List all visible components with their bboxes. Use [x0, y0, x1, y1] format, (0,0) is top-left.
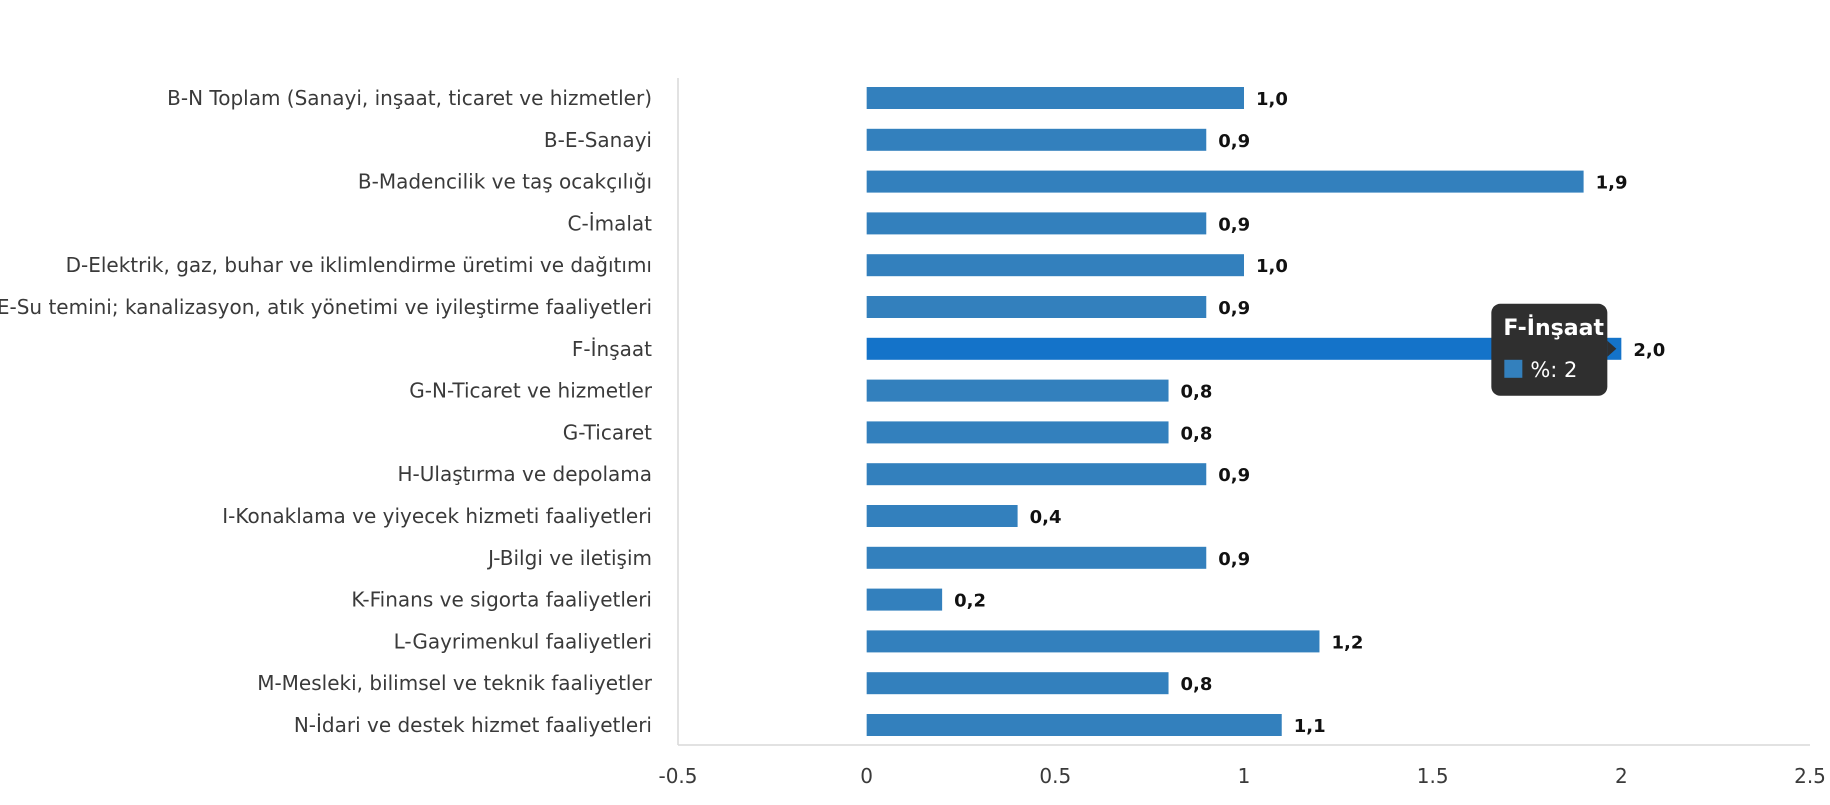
data-label: 0,8 [1181, 382, 1213, 403]
tooltip-pointer [1607, 340, 1617, 357]
data-label: 1,9 [1596, 173, 1628, 194]
category-label: G-N-Ticaret ve hizmetler [409, 379, 652, 403]
labels-layer: B-N Toplam (Sanayi, inşaat, ticaret ve h… [0, 86, 1665, 737]
data-label: 0,8 [1181, 674, 1213, 695]
data-label: 1,1 [1294, 716, 1326, 737]
tooltip-title: F-İnşaat [1503, 315, 1604, 341]
bar[interactable] [866, 714, 1282, 736]
x-tick-label: 0.5 [1039, 764, 1071, 788]
bar[interactable] [866, 337, 1622, 360]
data-label: 0,4 [1030, 507, 1062, 528]
data-label: 0,2 [954, 591, 986, 612]
category-label: F-İnşaat [572, 337, 652, 361]
category-label: J-Bilgi ve iletişim [486, 546, 652, 570]
data-label: 0,9 [1218, 214, 1250, 235]
axes-layer: -0.5 0 0.5 1 1.5 2 2.5 [658, 78, 1826, 788]
x-tick-label: 1 [1238, 764, 1251, 788]
category-label: M-Mesleki, bilimsel ve teknik faaliyetle… [257, 671, 653, 695]
data-label: 0,9 [1218, 131, 1250, 152]
category-label: K-Finans ve sigorta faaliyetleri [351, 588, 652, 612]
category-label: B-Madencilik ve taş ocakçılığı [358, 170, 652, 194]
bar[interactable] [866, 463, 1207, 486]
x-tick-label: 2.5 [1794, 764, 1826, 788]
category-label: N-İdari ve destek hizmet faaliyetleri [294, 713, 652, 737]
tooltip-swatch [1504, 359, 1523, 378]
category-label: D-Elektrik, gaz, buhar ve iklimlendirme … [66, 253, 652, 277]
bar[interactable] [866, 546, 1207, 569]
data-label: 1,2 [1331, 632, 1363, 653]
category-label: I-Konaklama ve yiyecek hizmeti faaliyetl… [222, 504, 652, 528]
category-label: L-Gayrimenkul faaliyetleri [394, 629, 652, 653]
data-label: 0,8 [1181, 423, 1213, 444]
x-tick-label: 2 [1615, 764, 1628, 788]
category-label: B-E-Sanayi [544, 128, 652, 152]
data-label: 0,9 [1218, 298, 1250, 319]
x-tick-label: 1.5 [1417, 764, 1449, 788]
data-label: 1,0 [1256, 256, 1288, 277]
bar[interactable] [866, 170, 1584, 193]
bar[interactable] [866, 87, 1244, 109]
bar[interactable] [866, 128, 1207, 151]
category-label: E-Su temini; kanalizasyon, atık yönetimi… [0, 295, 652, 319]
bar[interactable] [866, 421, 1169, 444]
tooltip: F-İnşaat %: 2 [1491, 303, 1617, 396]
x-tick-label: -0.5 [658, 764, 697, 788]
data-label: 1,0 [1256, 89, 1288, 110]
x-tick-label: 0 [860, 764, 873, 788]
data-label: 2,0 [1633, 340, 1665, 361]
category-label: G-Ticaret [563, 420, 652, 444]
bars-layer [866, 87, 1622, 736]
bar[interactable] [866, 212, 1207, 235]
data-label: 0,9 [1218, 465, 1250, 486]
tooltip-value: %: 2 [1530, 358, 1577, 382]
bar[interactable] [866, 505, 1018, 527]
bar[interactable] [866, 588, 943, 611]
category-label: C-İmalat [568, 211, 653, 235]
category-label: H-Ulaştırma ve depolama [398, 462, 652, 486]
bar[interactable] [866, 672, 1169, 695]
bar[interactable] [866, 254, 1244, 277]
bar[interactable] [866, 296, 1207, 318]
bar[interactable] [866, 630, 1320, 653]
category-label: B-N Toplam (Sanayi, inşaat, ticaret ve h… [167, 86, 652, 110]
bar[interactable] [866, 379, 1169, 402]
data-label: 0,9 [1218, 549, 1250, 570]
